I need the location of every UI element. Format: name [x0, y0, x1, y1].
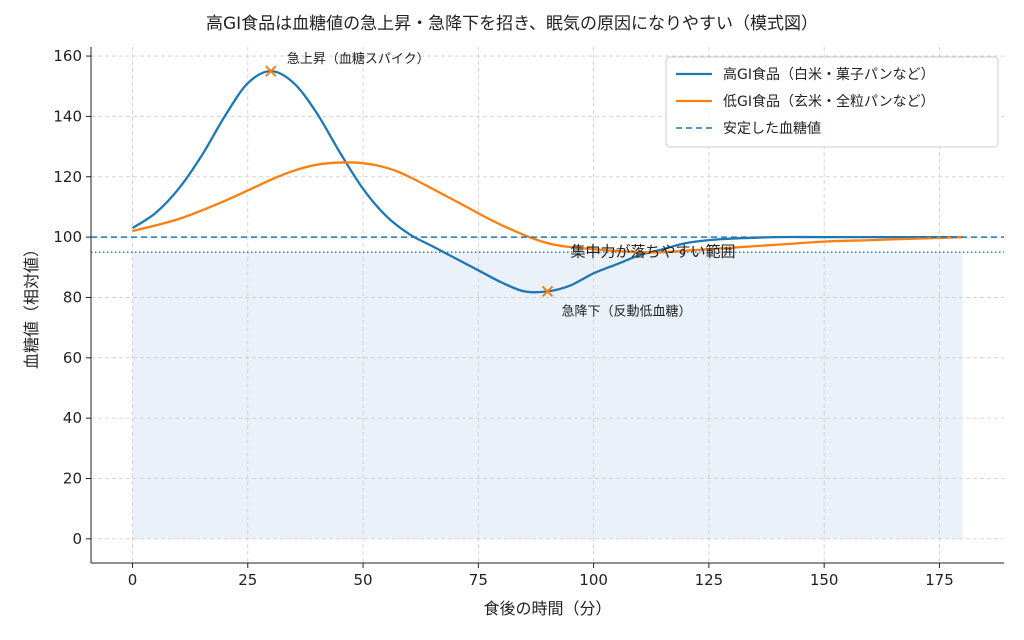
y-axis-label: 血糖値（相対値）: [22, 241, 41, 369]
series-low-gi-line: [132, 161, 963, 254]
chart-title: 高GI食品は血糖値の急上昇・急降下を招き、眠気の原因になりやすい（模式図）: [206, 14, 818, 34]
annotation-spike-label: 急上昇（血糖スパイク）: [287, 51, 430, 67]
y-tick-label: 120: [53, 168, 82, 186]
annotation-drop-label: 急降下（反動低血糖）: [562, 303, 692, 319]
low-focus-shaded-region: [132, 252, 963, 539]
x-tick-label: 125: [695, 571, 724, 589]
x-tick-label: 175: [925, 571, 954, 589]
x-tick-label: 75: [469, 571, 488, 589]
y-tick-label: 20: [63, 470, 82, 488]
annotation-focus-range-label: 集中力が落ちやすい範囲: [571, 242, 736, 260]
y-tick-label: 140: [53, 107, 82, 125]
legend-label: 安定した血糖値: [723, 121, 821, 137]
y-tick-label: 100: [53, 228, 82, 246]
x-tick-label: 100: [579, 571, 608, 589]
x-tick-label: 25: [238, 571, 257, 589]
x-axis-label: 食後の時間（分）: [483, 599, 611, 618]
y-tick-label: 40: [63, 409, 82, 427]
legend: 高GI食品（白米・菓子パンなど） 低GI食品（玄米・全粒パンなど） 安定した血糖値: [665, 56, 999, 148]
legend-box: [665, 56, 999, 148]
x-tick-label: 150: [810, 571, 839, 589]
y-tick-label: 0: [72, 530, 82, 548]
x-marker-stroke: [265, 65, 277, 77]
y-tick-label: 80: [63, 288, 82, 306]
y-tick-label: 60: [63, 349, 82, 367]
x-tick-label: 50: [354, 571, 373, 589]
y-tick-label: 160: [53, 47, 82, 65]
annotation-x-marker: [265, 65, 277, 77]
x-tick-label: 0: [128, 571, 138, 589]
legend-label: 高GI食品（白米・菓子パンなど）: [723, 66, 935, 83]
x-marker-stroke: [541, 285, 554, 298]
series-high-gi-line: [131, 69, 963, 294]
legend-label: 低GI食品（玄米・全粒パンなど）: [723, 93, 935, 110]
annotation-x-marker: [541, 285, 554, 298]
